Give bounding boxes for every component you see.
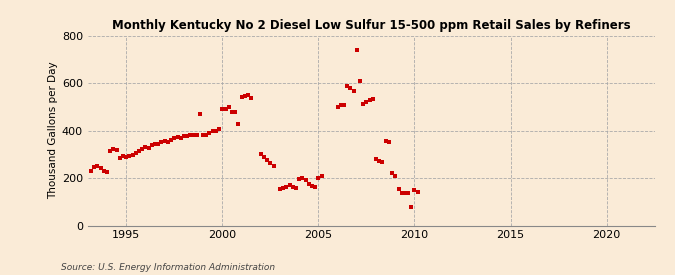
Point — [371, 156, 381, 161]
Point — [204, 131, 215, 135]
Point — [265, 161, 276, 166]
Point — [130, 151, 141, 155]
Point — [403, 191, 414, 195]
Point — [111, 148, 122, 152]
Point — [178, 134, 189, 138]
Point — [198, 133, 209, 137]
Point — [354, 79, 365, 84]
Point — [313, 175, 324, 180]
Point — [380, 139, 391, 144]
Point — [246, 96, 256, 100]
Point — [268, 164, 279, 168]
Point — [213, 126, 224, 131]
Point — [182, 134, 192, 139]
Text: Source: U.S. Energy Information Administration: Source: U.S. Energy Information Administ… — [61, 263, 275, 272]
Point — [290, 186, 301, 190]
Point — [117, 154, 128, 158]
Point — [240, 93, 250, 98]
Y-axis label: Thousand Gallons per Day: Thousand Gallons per Day — [48, 62, 57, 199]
Point — [146, 143, 157, 147]
Point — [236, 95, 247, 99]
Point — [361, 100, 372, 104]
Point — [150, 142, 161, 146]
Point — [367, 97, 378, 101]
Point — [143, 145, 154, 150]
Point — [108, 147, 119, 151]
Point — [409, 188, 420, 192]
Point — [156, 140, 167, 144]
Point — [159, 138, 170, 143]
Point — [88, 164, 99, 169]
Point — [281, 185, 292, 189]
Point — [227, 110, 238, 114]
Point — [194, 111, 205, 116]
Point — [358, 102, 369, 106]
Point — [115, 156, 126, 160]
Point — [284, 183, 295, 187]
Point — [352, 48, 362, 52]
Point — [140, 145, 151, 149]
Point — [262, 157, 273, 162]
Point — [165, 138, 176, 142]
Point — [99, 169, 109, 173]
Point — [201, 133, 212, 137]
Point — [153, 142, 164, 146]
Point — [396, 191, 407, 195]
Point — [303, 182, 314, 186]
Point — [332, 105, 343, 109]
Point — [306, 183, 317, 188]
Point — [259, 155, 269, 160]
Point — [364, 98, 375, 103]
Point — [345, 86, 356, 90]
Point — [255, 152, 266, 156]
Point — [300, 178, 311, 182]
Point — [124, 154, 135, 158]
Point — [176, 136, 186, 141]
Point — [339, 102, 350, 107]
Point — [101, 170, 112, 175]
Point — [86, 169, 97, 173]
Point — [297, 176, 308, 180]
Point — [211, 128, 221, 133]
Point — [242, 92, 253, 97]
Point — [185, 133, 196, 137]
Point — [383, 140, 394, 144]
Point — [390, 174, 401, 178]
Point — [278, 186, 289, 191]
Point — [406, 205, 416, 209]
Point — [400, 191, 410, 195]
Point — [412, 189, 423, 194]
Point — [217, 107, 227, 111]
Point — [92, 164, 103, 168]
Point — [387, 171, 398, 175]
Point — [275, 186, 286, 191]
Point — [172, 135, 183, 139]
Point — [163, 140, 173, 144]
Title: Monthly Kentucky No 2 Diesel Low Sulfur 15-500 ppm Retail Sales by Refiners: Monthly Kentucky No 2 Diesel Low Sulfur … — [112, 19, 630, 32]
Point — [127, 153, 138, 157]
Point — [288, 185, 298, 189]
Point — [230, 110, 240, 114]
Point — [393, 187, 404, 191]
Point — [191, 133, 202, 137]
Point — [105, 148, 115, 153]
Point — [335, 103, 346, 107]
Point — [377, 160, 388, 164]
Point — [342, 84, 352, 88]
Point — [207, 129, 218, 134]
Point — [169, 136, 180, 141]
Point — [310, 185, 321, 189]
Point — [220, 107, 231, 111]
Point — [374, 159, 385, 163]
Point — [294, 176, 304, 181]
Point — [121, 155, 132, 159]
Point — [223, 105, 234, 109]
Point — [137, 147, 148, 151]
Point — [348, 89, 359, 93]
Point — [233, 122, 244, 126]
Point — [317, 174, 327, 178]
Point — [134, 149, 144, 154]
Point — [188, 133, 199, 137]
Point — [95, 166, 106, 170]
